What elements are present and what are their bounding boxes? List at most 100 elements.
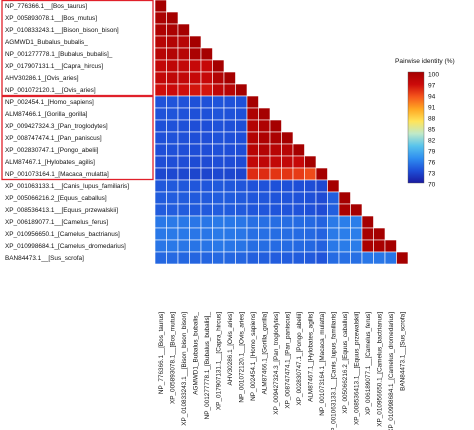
- heatmap-cell-21-16: [338, 251, 351, 265]
- heatmap-cell-13-10: [269, 155, 282, 169]
- heatmap-cell-19-2: [177, 227, 190, 241]
- heatmap-cell-16-9: [258, 191, 271, 205]
- heatmap-cell-12-10: [269, 143, 282, 157]
- heatmap-cell-0-0: [154, 0, 167, 13]
- heatmap-cell-15-15: [327, 179, 340, 193]
- heatmap-cell-6-3: [189, 71, 202, 85]
- heatmap-cell-13-13: [304, 155, 317, 169]
- heatmap-cell-14-5: [212, 167, 225, 181]
- column-label-12: XP_002830747.1_[Pongo_abelii]: [296, 312, 303, 406]
- heatmap-cell-18-1: [166, 215, 179, 229]
- row-label-6: AHV30286.1_[Ovis_aries]: [5, 75, 79, 82]
- heatmap-cell-12-9: [258, 143, 271, 157]
- heatmap-cell-12-7: [235, 143, 248, 157]
- heatmap-cell-20-17: [350, 239, 363, 253]
- heatmap-cell-17-17: [350, 203, 363, 217]
- heatmap-cell-10-5: [212, 119, 225, 133]
- row-label-9: ALM87466.1_[Gorilla_gorilla]: [5, 111, 88, 118]
- column-label-0: NP_776366.1__[Bos_taurus]: [158, 312, 165, 394]
- heatmap-cell-21-3: [189, 251, 202, 265]
- heatmap-cell-13-7: [235, 155, 248, 169]
- heatmap-cell-9-7: [235, 107, 248, 121]
- heatmap-cell-16-12: [292, 191, 305, 205]
- heatmap-cell-20-18: [361, 239, 374, 253]
- heatmap-cell-17-9: [258, 203, 271, 217]
- heatmap-cell-19-1: [166, 227, 179, 241]
- colorbar-tick-91: 91: [428, 105, 436, 112]
- column-label-1: XP_005893078.1__[Bos_mutus]: [170, 312, 177, 404]
- heatmap-cell-17-5: [212, 203, 225, 217]
- heatmap-cell-11-10: [269, 131, 282, 145]
- group-boxes: [1, 0, 154, 181]
- heatmap-cell-17-12: [292, 203, 305, 217]
- heatmap-cell-15-14: [315, 179, 328, 193]
- heatmap-cell-15-11: [281, 179, 294, 193]
- heatmap-cell-14-11: [281, 167, 294, 181]
- column-labels: NP_776366.1__[Bos_taurus] XP_005893078.1_…: [158, 312, 406, 430]
- colorbar-tick-70: 70: [428, 182, 436, 189]
- row-label-1: XP_005893078.1__[Bos_mutus]: [5, 15, 97, 22]
- heatmap-cell-17-11: [281, 203, 294, 217]
- heatmap-cell-12-8: [246, 143, 259, 157]
- heatmap-cell-18-3: [189, 215, 202, 229]
- heatmap-cell-9-5: [212, 107, 225, 121]
- heatmap-cell-13-2: [177, 155, 190, 169]
- heatmap-cell-3-2: [177, 35, 190, 49]
- heatmap-cell-20-14: [315, 239, 328, 253]
- column-label-17: XP_008536413.1__[Equus_przewalskii]: [354, 312, 361, 425]
- colorbar-legend: Pairwise identity (%) 100 97 94 91 88 85…: [395, 58, 455, 189]
- heatmap-cell-20-8: [246, 239, 259, 253]
- heatmap-cell-10-3: [189, 119, 202, 133]
- column-label-20: XP_010998684.1_[Camelus_dromedarius]: [388, 312, 395, 430]
- heatmap-cell-18-12: [292, 215, 305, 229]
- heatmap-cell-20-2: [177, 239, 190, 253]
- heatmap-cell-20-0: [154, 239, 167, 253]
- heatmap-cell-18-17: [350, 215, 363, 229]
- heatmap-cell-13-6: [223, 155, 236, 169]
- heatmap-cell-11-5: [212, 131, 225, 145]
- column-label-13: ALM87467.1_[Hylobates_agilis]: [308, 312, 315, 402]
- heatmap-cell-14-1: [166, 167, 179, 181]
- colorbar-gradient-bar: [407, 71, 425, 184]
- row-label-0: NP_776366.1__[Bos_taurus]: [5, 3, 87, 10]
- heatmap-cell-19-16: [338, 227, 351, 241]
- heatmap-cell-14-12: [292, 167, 305, 181]
- heatmap-cell-21-9: [258, 251, 271, 265]
- heatmap-cell-2-2: [177, 23, 190, 37]
- heatmap-cell-6-6: [223, 71, 236, 85]
- heatmap-cell-13-4: [200, 155, 213, 169]
- heatmap-cell-20-6: [223, 239, 236, 253]
- heatmap-cell-16-1: [166, 191, 179, 205]
- column-label-7: NP_001072120.1__[Ovis_aries]: [239, 312, 246, 403]
- heatmap-cell-11-11: [281, 131, 294, 145]
- heatmap-cell-7-5: [212, 83, 225, 97]
- heatmap-cell-20-16: [338, 239, 351, 253]
- colorbar-tick-94: 94: [428, 94, 436, 101]
- heatmap-cell-18-15: [327, 215, 340, 229]
- heatmap-cell-18-14: [315, 215, 328, 229]
- heatmap-cell-11-6: [223, 131, 236, 145]
- heatmap-cell-7-4: [200, 83, 213, 97]
- heatmap-cell-20-10: [269, 239, 282, 253]
- heatmap-cell-15-3: [189, 179, 202, 193]
- colorbar-tick-73: 73: [428, 171, 436, 178]
- row-label-16: XP_005066216.2_[Equus_caballus]: [5, 195, 107, 202]
- row-label-3: AGMWD1_Bubalus_bubalis_: [5, 39, 88, 46]
- heatmap-cell-21-8: [246, 251, 259, 265]
- heatmap-cell-21-11: [281, 251, 294, 265]
- column-label-16: XP_005066216.2_[Equus_caballus]: [342, 312, 349, 414]
- heatmap-cell-14-8: [246, 167, 259, 181]
- heatmap-cell-11-4: [200, 131, 213, 145]
- heatmap-cell-17-7: [235, 203, 248, 217]
- column-label-10: XP_009427324.3_[Pan_troglodytes]: [273, 312, 280, 415]
- heatmap-cell-10-7: [235, 119, 248, 133]
- heatmap-cell-8-6: [223, 95, 236, 109]
- row-label-15: XP_001063133.1__[Canis_lupus_familiaris]: [5, 183, 129, 190]
- heatmap-cell-20-15: [327, 239, 340, 253]
- heatmap-cell-17-2: [177, 203, 190, 217]
- heatmap-cell-11-1: [166, 131, 179, 145]
- heatmap-cell-13-9: [258, 155, 271, 169]
- heatmap-cell-7-0: [154, 83, 167, 97]
- heatmap-cell-18-7: [235, 215, 248, 229]
